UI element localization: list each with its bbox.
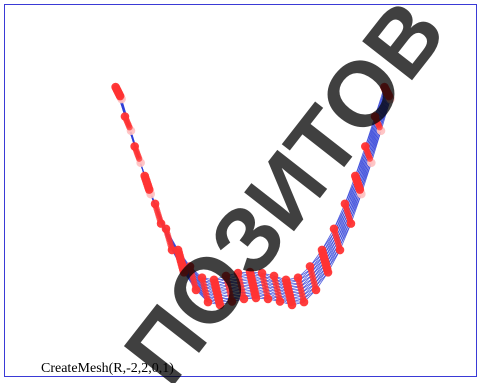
mesh-node — [140, 171, 149, 181]
plot-frame: CreateMesh(R,-2,2,0,1) — [4, 4, 477, 377]
mesh-node — [361, 142, 370, 151]
mesh-node — [293, 273, 303, 282]
mesh-node — [281, 275, 291, 285]
mesh-line-d — [370, 130, 382, 161]
mesh-node — [185, 262, 195, 271]
mesh-line-d — [364, 118, 377, 147]
mesh-node — [120, 112, 130, 121]
mesh-plot — [111, 82, 395, 310]
mesh-node — [351, 171, 360, 181]
mesh-nodes — [111, 82, 395, 310]
mesh-line-d — [349, 193, 362, 222]
mesh-node — [329, 224, 339, 234]
mesh-node — [173, 245, 183, 255]
mesh-node — [111, 82, 120, 92]
mesh-node — [233, 268, 243, 278]
mesh-node — [161, 224, 171, 234]
mesh-node — [305, 262, 315, 271]
mesh-node — [209, 275, 219, 285]
mesh-node — [221, 271, 231, 281]
mesh-node — [380, 82, 389, 92]
mesh-node — [269, 271, 279, 281]
mesh-node — [317, 245, 327, 255]
mesh-node — [340, 199, 350, 209]
mesh-node — [245, 267, 255, 277]
mesh-node — [257, 268, 267, 278]
mesh-node — [150, 199, 160, 209]
mesh-node — [197, 273, 207, 282]
mesh-node — [130, 142, 139, 151]
mesh-node — [370, 112, 380, 121]
mesh-line-d — [379, 98, 391, 130]
mesh-line-d — [354, 148, 367, 177]
mesh-caption: CreateMesh(R,-2,2,0,1) — [41, 361, 174, 376]
